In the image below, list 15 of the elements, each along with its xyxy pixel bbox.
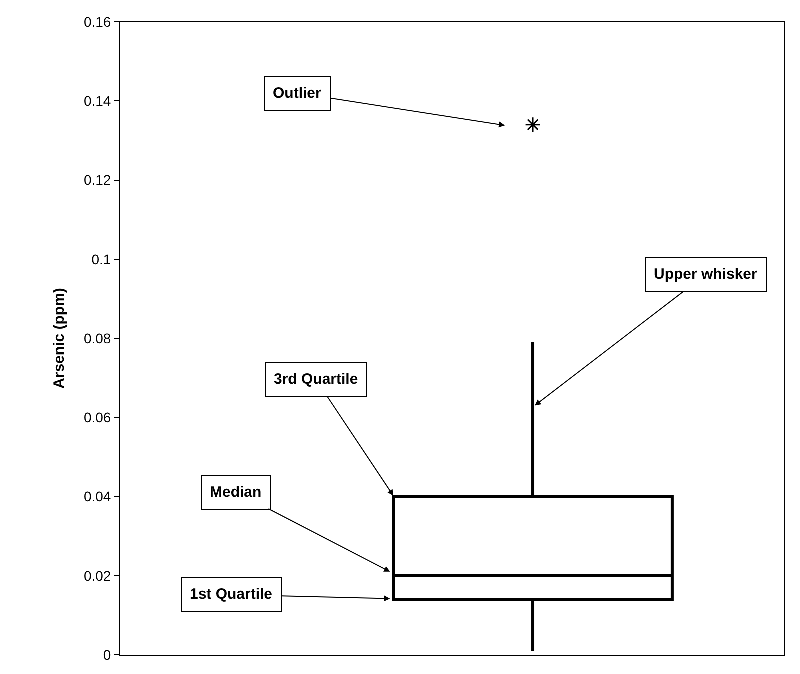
y-axis-title: Arsenic (ppm) — [51, 288, 68, 389]
annotation: 1st Quartile — [190, 586, 273, 603]
y-tick-label: 0.16 — [84, 14, 112, 30]
annotation: Outlier — [273, 85, 322, 102]
y-tick-label: 0.02 — [84, 568, 112, 584]
y-tick-label: 0 — [103, 646, 112, 663]
annotation: 3rd Quartile — [274, 371, 358, 388]
y-tick-label: 0.12 — [84, 172, 112, 188]
y-tick-label: 0.14 — [84, 93, 112, 110]
annotation: Median — [210, 484, 262, 501]
annotation: Upper whisker — [654, 266, 758, 283]
y-tick-label: 0.04 — [84, 488, 112, 505]
y-tick-label: 0.06 — [84, 410, 112, 426]
y-tick-label: 0.08 — [84, 330, 112, 346]
y-tick-label: 0.1 — [92, 251, 112, 268]
